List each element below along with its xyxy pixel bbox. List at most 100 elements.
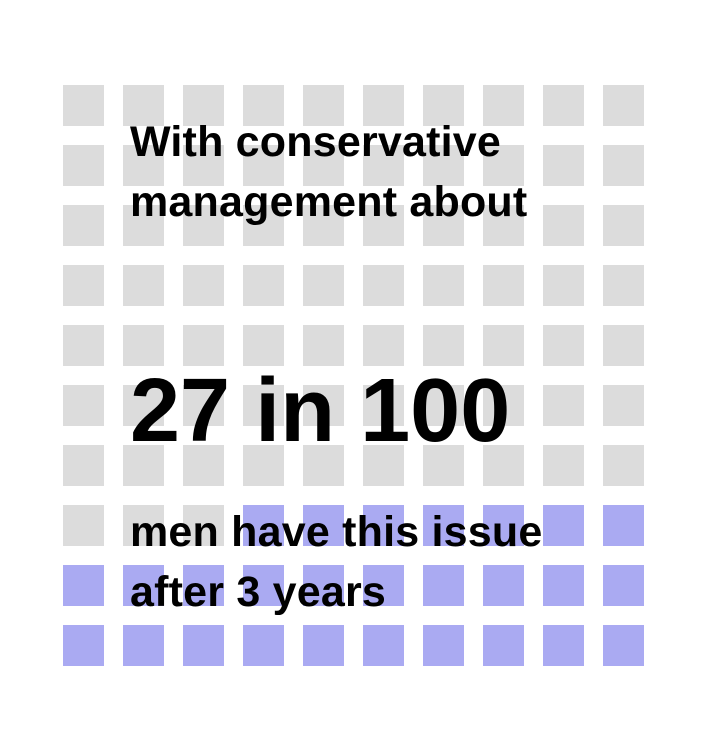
icon xyxy=(183,145,224,186)
icon xyxy=(543,145,584,186)
highlighted-icon xyxy=(303,625,344,666)
highlighted-icon xyxy=(363,625,404,666)
icon xyxy=(483,445,524,486)
icon xyxy=(183,385,224,426)
icon xyxy=(63,385,104,426)
icon xyxy=(243,145,284,186)
icon xyxy=(243,85,284,126)
icon xyxy=(183,85,224,126)
icon xyxy=(123,145,164,186)
highlighted-icon xyxy=(423,625,464,666)
icon xyxy=(303,265,344,306)
icon xyxy=(543,205,584,246)
icon xyxy=(483,265,524,306)
highlighted-icon xyxy=(243,505,284,546)
icon xyxy=(423,325,464,366)
highlighted-icon xyxy=(363,565,404,606)
icon xyxy=(603,325,644,366)
icon xyxy=(243,445,284,486)
highlighted-icon xyxy=(183,625,224,666)
icon xyxy=(603,445,644,486)
icon xyxy=(63,505,104,546)
icon xyxy=(423,85,464,126)
icon xyxy=(603,205,644,246)
icon xyxy=(603,85,644,126)
icon xyxy=(483,205,524,246)
highlighted-icon xyxy=(243,565,284,606)
highlighted-icon xyxy=(483,505,524,546)
icon xyxy=(303,445,344,486)
icon xyxy=(423,205,464,246)
highlighted-icon xyxy=(483,565,524,606)
icon xyxy=(63,145,104,186)
icon xyxy=(123,265,164,306)
icon xyxy=(243,265,284,306)
icon xyxy=(423,385,464,426)
icon xyxy=(603,385,644,426)
icon xyxy=(183,265,224,306)
icon xyxy=(183,445,224,486)
icon xyxy=(483,145,524,186)
statistic-text: 27 in 100 xyxy=(130,361,511,461)
highlighted-icon xyxy=(543,505,584,546)
highlighted-icon xyxy=(63,565,104,606)
icon xyxy=(123,325,164,366)
icon xyxy=(123,85,164,126)
outcome-text: men have this issue after 3 years xyxy=(130,508,543,616)
icon xyxy=(483,385,524,426)
icon xyxy=(603,265,644,306)
highlighted-icon xyxy=(123,625,164,666)
highlighted-icon xyxy=(423,505,464,546)
icon xyxy=(243,205,284,246)
icon xyxy=(483,325,524,366)
icon xyxy=(603,145,644,186)
icon xyxy=(363,265,404,306)
icon xyxy=(123,445,164,486)
icon xyxy=(63,205,104,246)
icon xyxy=(363,145,404,186)
icon xyxy=(303,145,344,186)
icon xyxy=(303,325,344,366)
highlighted-icon xyxy=(603,565,644,606)
icon xyxy=(303,385,344,426)
icon xyxy=(363,445,404,486)
icon xyxy=(63,85,104,126)
icon xyxy=(183,205,224,246)
icon xyxy=(363,325,404,366)
highlighted-icon xyxy=(243,625,284,666)
icon xyxy=(543,265,584,306)
highlighted-icon xyxy=(303,565,344,606)
highlighted-icon xyxy=(363,505,404,546)
icon xyxy=(423,145,464,186)
icon xyxy=(123,205,164,246)
highlighted-icon xyxy=(63,625,104,666)
highlighted-icon xyxy=(543,565,584,606)
highlighted-icon xyxy=(423,565,464,606)
icon xyxy=(123,505,164,546)
highlighted-icon xyxy=(183,565,224,606)
icon xyxy=(123,385,164,426)
icon xyxy=(63,445,104,486)
icon xyxy=(423,445,464,486)
highlighted-icon xyxy=(603,505,644,546)
highlighted-icon xyxy=(543,625,584,666)
highlighted-icon xyxy=(603,625,644,666)
icon xyxy=(243,325,284,366)
intro-text: With conservative management about xyxy=(130,118,528,226)
highlighted-icon xyxy=(123,565,164,606)
icon xyxy=(543,385,584,426)
icon xyxy=(543,85,584,126)
icon xyxy=(183,325,224,366)
icon xyxy=(303,205,344,246)
icon xyxy=(483,85,524,126)
icon xyxy=(303,85,344,126)
icon xyxy=(363,205,404,246)
icon xyxy=(63,265,104,306)
icon xyxy=(183,505,224,546)
icon xyxy=(363,85,404,126)
icon xyxy=(423,265,464,306)
icon xyxy=(243,385,284,426)
icon xyxy=(63,325,104,366)
icon xyxy=(543,445,584,486)
